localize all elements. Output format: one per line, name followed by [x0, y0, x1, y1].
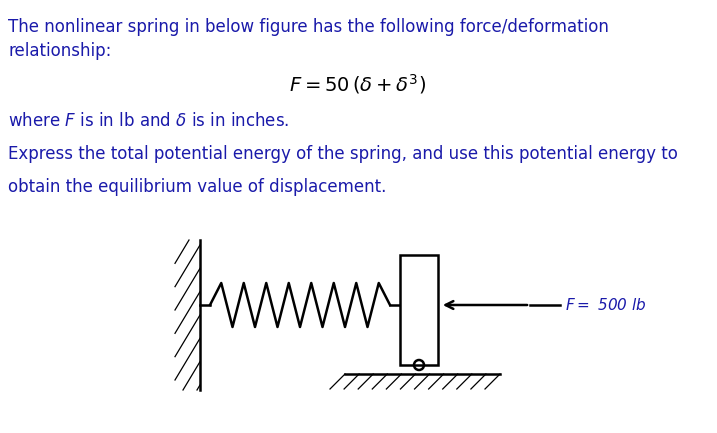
- Text: obtain the equilibrium value of displacement.: obtain the equilibrium value of displace…: [8, 178, 386, 196]
- Text: relationship:: relationship:: [8, 42, 111, 60]
- Text: $F=$ 500 lb: $F=$ 500 lb: [565, 297, 647, 313]
- Text: $F = 50\,(\delta + \delta^3)$: $F = 50\,(\delta + \delta^3)$: [290, 72, 427, 96]
- Text: Express the total potential energy of the spring, and use this potential energy : Express the total potential energy of th…: [8, 145, 678, 163]
- Bar: [400, 255, 438, 365]
- Bar: [175, 240, 200, 390]
- Text: where $F$ is in lb and $\delta$ is in inches.: where $F$ is in lb and $\delta$ is in in…: [8, 112, 289, 130]
- Text: The nonlinear spring in below figure has the following force/deformation: The nonlinear spring in below figure has…: [8, 18, 609, 36]
